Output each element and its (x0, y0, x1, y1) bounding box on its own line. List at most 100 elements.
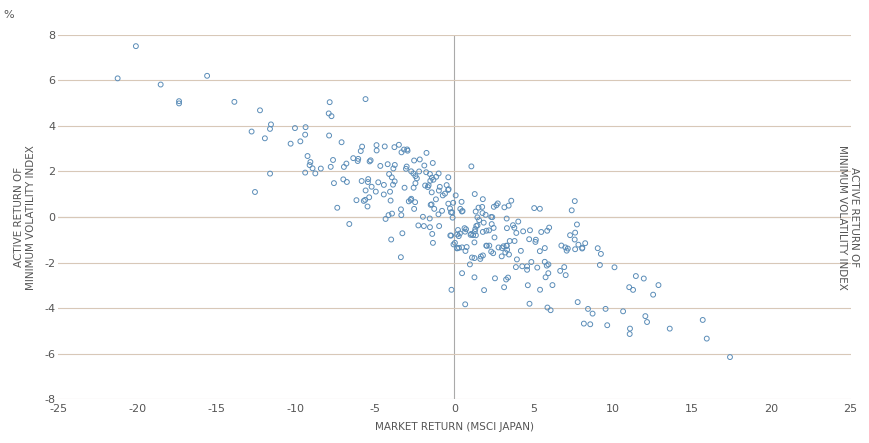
Point (464, 230, 478, 237)
Point (486, 225, 500, 232)
Point (437, 190, 451, 197)
Point (154, 81, 168, 88)
Point (283, 140, 297, 147)
Point (497, 204, 511, 211)
Point (425, 159, 439, 167)
Point (479, 227, 493, 234)
Point (426, 239, 440, 246)
Point (423, 201, 437, 208)
Point (308, 170, 322, 177)
Point (322, 99, 336, 106)
Point (422, 224, 436, 231)
Point (537, 245, 551, 252)
Point (499, 276, 513, 283)
Point (244, 128, 258, 135)
Point (528, 236, 542, 243)
Point (621, 284, 635, 291)
Point (354, 148, 368, 155)
Point (462, 261, 476, 268)
Point (431, 211, 445, 218)
Point (340, 179, 354, 186)
Point (200, 72, 214, 79)
Point (314, 165, 328, 172)
Point (455, 207, 469, 214)
Point (425, 230, 439, 237)
Point (424, 189, 438, 196)
Point (364, 183, 378, 190)
Point (580, 305, 594, 312)
Point (662, 325, 676, 332)
Point (508, 229, 522, 237)
Point (373, 163, 387, 170)
Point (394, 254, 408, 261)
Point (488, 275, 501, 282)
Point (450, 245, 464, 252)
Point (396, 146, 410, 153)
Point (470, 214, 484, 221)
Point (446, 241, 460, 248)
Point (640, 319, 653, 326)
Point (520, 266, 534, 273)
Point (559, 247, 573, 254)
Point (110, 75, 124, 82)
Point (476, 287, 490, 294)
Point (323, 163, 337, 171)
Point (302, 162, 316, 169)
Point (562, 232, 576, 239)
Point (444, 232, 458, 239)
Point (419, 149, 433, 156)
Point (400, 147, 414, 154)
Point (446, 199, 460, 206)
Point (363, 157, 377, 164)
Point (444, 286, 458, 293)
Point (454, 270, 468, 277)
Point (527, 205, 541, 212)
Point (499, 242, 513, 249)
Point (262, 125, 276, 132)
Point (253, 107, 267, 114)
Point (385, 210, 399, 217)
Point (388, 161, 401, 168)
Point (423, 177, 437, 184)
Point (498, 249, 512, 256)
Point (394, 149, 408, 156)
Point (397, 184, 411, 191)
Point (481, 227, 495, 234)
Point (582, 321, 596, 328)
Point (401, 198, 415, 205)
Point (404, 195, 418, 202)
Point (543, 307, 557, 314)
Point (541, 270, 554, 277)
Point (406, 170, 420, 177)
Point (458, 301, 472, 308)
Point (336, 163, 350, 171)
Point (475, 196, 489, 203)
Point (439, 182, 453, 189)
Point (362, 194, 375, 201)
Point (695, 316, 709, 323)
Point (533, 248, 547, 255)
Point (521, 282, 534, 289)
Point (322, 110, 335, 117)
Point (376, 181, 390, 188)
Point (458, 248, 472, 255)
Point (501, 202, 515, 209)
Point (508, 264, 522, 271)
Point (557, 264, 571, 271)
Point (468, 222, 482, 229)
Point (593, 261, 607, 268)
Point (554, 242, 567, 249)
Point (417, 162, 431, 169)
Point (262, 170, 276, 177)
Point (418, 182, 432, 189)
Point (530, 264, 544, 271)
Point (500, 225, 514, 232)
Point (407, 206, 421, 213)
Point (474, 203, 488, 210)
Text: %: % (3, 10, 15, 20)
Point (358, 96, 372, 103)
Point (386, 165, 400, 172)
Point (394, 212, 408, 219)
Point (408, 180, 422, 187)
Point (419, 169, 433, 176)
